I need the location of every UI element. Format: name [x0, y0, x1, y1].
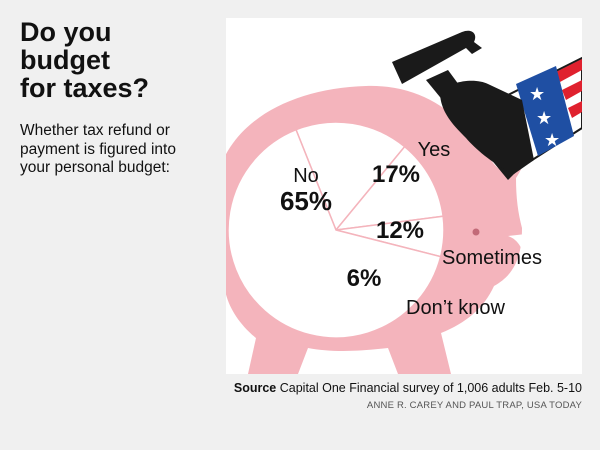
pie-slice-sometimes	[334, 145, 444, 231]
pig-eye	[472, 228, 480, 236]
pie-group	[227, 121, 445, 339]
credit-line: ANNE R. CAREY AND PAUL TRAP, USA TODAY	[366, 400, 582, 411]
hammer-icon	[392, 30, 534, 180]
star-icon: ★	[529, 84, 545, 105]
slice-value-no: 65%	[280, 186, 332, 216]
sleeve-stripe	[568, 101, 582, 118]
slice-value-sometimes: 12%	[376, 217, 424, 244]
slice-value-yes: 17%	[372, 161, 420, 188]
star-icon: ★	[544, 130, 560, 151]
sleeve-stripe	[556, 59, 582, 82]
title-line: for taxes?	[20, 73, 150, 103]
hammer-head	[392, 30, 482, 85]
chart-subtitle: Whether tax refund or payment is figured…	[20, 122, 205, 178]
source-text: Capital One Financial survey of 1,006 ad…	[276, 381, 582, 395]
slice-value-dont-know: 6%	[347, 265, 382, 292]
pig-snout	[508, 234, 526, 264]
hammer-fist	[440, 80, 534, 174]
subtitle-line: Whether tax refund or	[20, 122, 170, 139]
page-title: Do you budget for taxes?	[20, 18, 200, 102]
slice-label-yes: Yes	[418, 139, 451, 161]
subtitle-line: payment is figured into	[20, 140, 176, 158]
title-line: Do you	[20, 17, 112, 47]
sleeve-stars-field	[516, 66, 574, 156]
source-label: Source	[233, 381, 277, 395]
pie-slice-yes	[295, 121, 406, 232]
title-line: budget	[20, 45, 110, 75]
sleeve-stripe	[562, 80, 582, 100]
pie-slice-no	[227, 128, 442, 339]
slice-label-no: No	[293, 165, 319, 187]
slice-label-sometimes: Sometimes	[442, 247, 542, 269]
star-icon: ★	[536, 108, 552, 129]
chart-panel: ★ ★ ★ No 65% 17% Yes 12% Sometimes 6% Don’t kno…	[226, 18, 582, 374]
source-note: Source Capital One Financial survey of 1…	[234, 381, 582, 395]
slice-label-dont-know: Don’t know	[406, 297, 505, 319]
subtitle-line: your personal budget:	[20, 159, 170, 176]
